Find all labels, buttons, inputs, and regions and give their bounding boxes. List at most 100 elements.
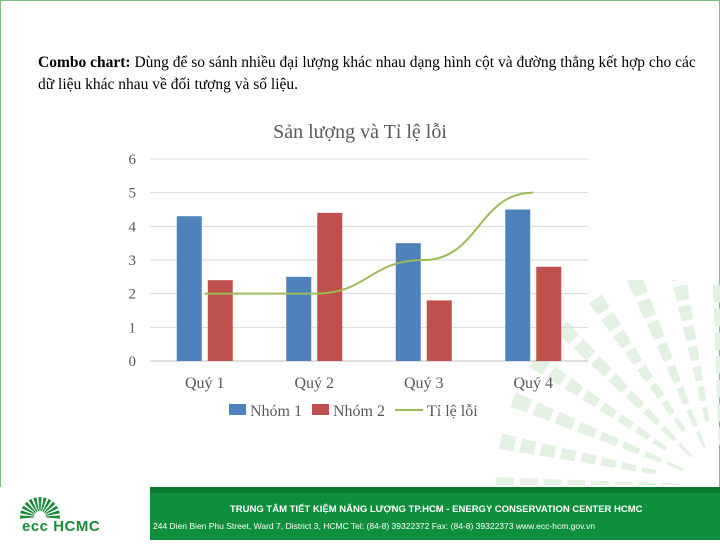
logo-ray — [21, 505, 36, 515]
combo-chart: Sản lượng và Tỉ lệ lỗi 0 1 2 3 4 5 6 Quý 1 Quý 2 Q… — [129, 121, 588, 420]
deco-stripe — [678, 304, 693, 322]
logo-ray — [20, 510, 35, 516]
logo-area — [0, 487, 150, 540]
footer-contact: 244 Dien Bien Phu Street, Ward 7, Distri… — [153, 521, 596, 531]
y-tick-label: 5 — [129, 186, 137, 202]
chart-title: Sản lượng và Tỉ lệ lỗi — [273, 121, 447, 143]
deco-stripe — [671, 280, 679, 282]
deco-stripe — [599, 431, 619, 447]
x-tick-label: Quý 1 — [185, 375, 225, 392]
deco-stripe — [554, 411, 576, 430]
legend-label: Tỉ lệ lỗi — [427, 403, 478, 420]
logo-ray — [38, 497, 42, 512]
deco-stripe — [696, 430, 706, 449]
logo-ray — [45, 510, 60, 516]
bar — [207, 280, 233, 361]
deco-stripe — [715, 356, 720, 374]
deco-stripe — [673, 284, 690, 302]
y-tick-label: 0 — [129, 354, 137, 370]
deco-stripe — [532, 401, 554, 422]
deco-stripe — [682, 324, 697, 342]
deco-stripe — [559, 447, 577, 462]
x-tick-label: Quý 2 — [294, 375, 334, 392]
deco-stripe — [614, 481, 633, 485]
logo-text: ecc HCMC — [22, 518, 101, 535]
deco-stripe — [643, 451, 662, 463]
deco-stripe — [543, 478, 562, 485]
decorative-stripes — [496, 280, 720, 485]
logo-ray — [28, 498, 38, 513]
legend-label: Nhóm 1 — [250, 403, 302, 420]
logo-icon — [20, 497, 60, 519]
deco-stripe — [621, 462, 637, 472]
deco-stripe — [582, 390, 601, 408]
deco-stripe — [625, 390, 645, 410]
deco-stripe — [576, 421, 598, 438]
deco-stripe — [661, 399, 675, 416]
deco-stripe — [510, 392, 533, 413]
logo-ray — [44, 505, 59, 515]
deco-stripe — [539, 443, 557, 458]
deco-stripe — [519, 438, 537, 455]
deco-stripe — [613, 329, 632, 349]
deco-stripe — [567, 479, 586, 485]
deco-stripe — [590, 355, 612, 377]
footer-top-band — [0, 487, 720, 493]
bar — [536, 266, 562, 361]
logo-ray — [33, 497, 39, 512]
deco-stripe — [591, 480, 609, 485]
deco-stripe — [652, 438, 668, 451]
deco-stripe — [701, 406, 710, 422]
deco-stripe — [666, 364, 682, 384]
y-tick-label: 4 — [129, 219, 137, 235]
deco-stripe — [608, 373, 628, 393]
logo-ray — [43, 501, 56, 514]
deco-stripe — [600, 457, 617, 468]
deco-stripe — [498, 433, 517, 452]
deco-stripe — [697, 386, 707, 402]
deco-stripe — [686, 408, 698, 427]
deco-stripe — [580, 452, 597, 465]
legend-label: Nhóm 2 — [333, 403, 385, 420]
footer-org-name: TRUNG TÂM TIẾT KIỆM NĂNG LƯỢNG TP.HCM - … — [230, 504, 643, 515]
deco-stripe — [636, 297, 657, 319]
bar — [286, 276, 312, 361]
y-tick-label: 1 — [129, 320, 137, 336]
deco-stripe — [589, 294, 610, 316]
deco-stripe — [496, 477, 514, 485]
legend-swatch — [312, 404, 329, 415]
deco-stripe — [547, 366, 567, 386]
deco-stripe — [660, 425, 677, 442]
deco-stripe — [712, 284, 720, 303]
y-tick-label: 2 — [129, 287, 137, 303]
y-tick-label: 6 — [129, 152, 137, 168]
deco-stripe — [676, 386, 690, 406]
deco-stripe — [713, 308, 720, 327]
logo-ray — [42, 498, 52, 513]
deco-stripe — [625, 347, 643, 366]
description-text: Combo chart: Dùng để so sánh nhiều đại l… — [38, 52, 698, 96]
bar — [426, 300, 452, 361]
deco-stripe — [643, 408, 661, 426]
bar — [505, 209, 531, 361]
deco-stripe — [573, 338, 596, 361]
logo-ray — [41, 497, 47, 512]
bar — [317, 212, 343, 361]
logo-ray — [24, 501, 37, 514]
logo-ray — [45, 515, 60, 519]
deco-stripe — [665, 461, 684, 471]
deco-stripe — [692, 365, 703, 382]
deco-stripe — [641, 466, 657, 475]
deco-stripe — [673, 417, 686, 433]
deco-stripe — [716, 379, 720, 398]
deco-stripe — [621, 441, 641, 455]
deco-stripe — [599, 402, 618, 419]
deco-stripe — [601, 312, 621, 332]
description-bold: Combo chart: — [38, 54, 131, 71]
x-tick-label: Quý 4 — [513, 375, 553, 392]
x-tick-label: Quý 3 — [404, 375, 444, 392]
deco-stripe — [637, 364, 654, 383]
bar — [176, 216, 202, 361]
deco-stripe — [687, 345, 700, 362]
legend-swatch — [229, 404, 246, 415]
